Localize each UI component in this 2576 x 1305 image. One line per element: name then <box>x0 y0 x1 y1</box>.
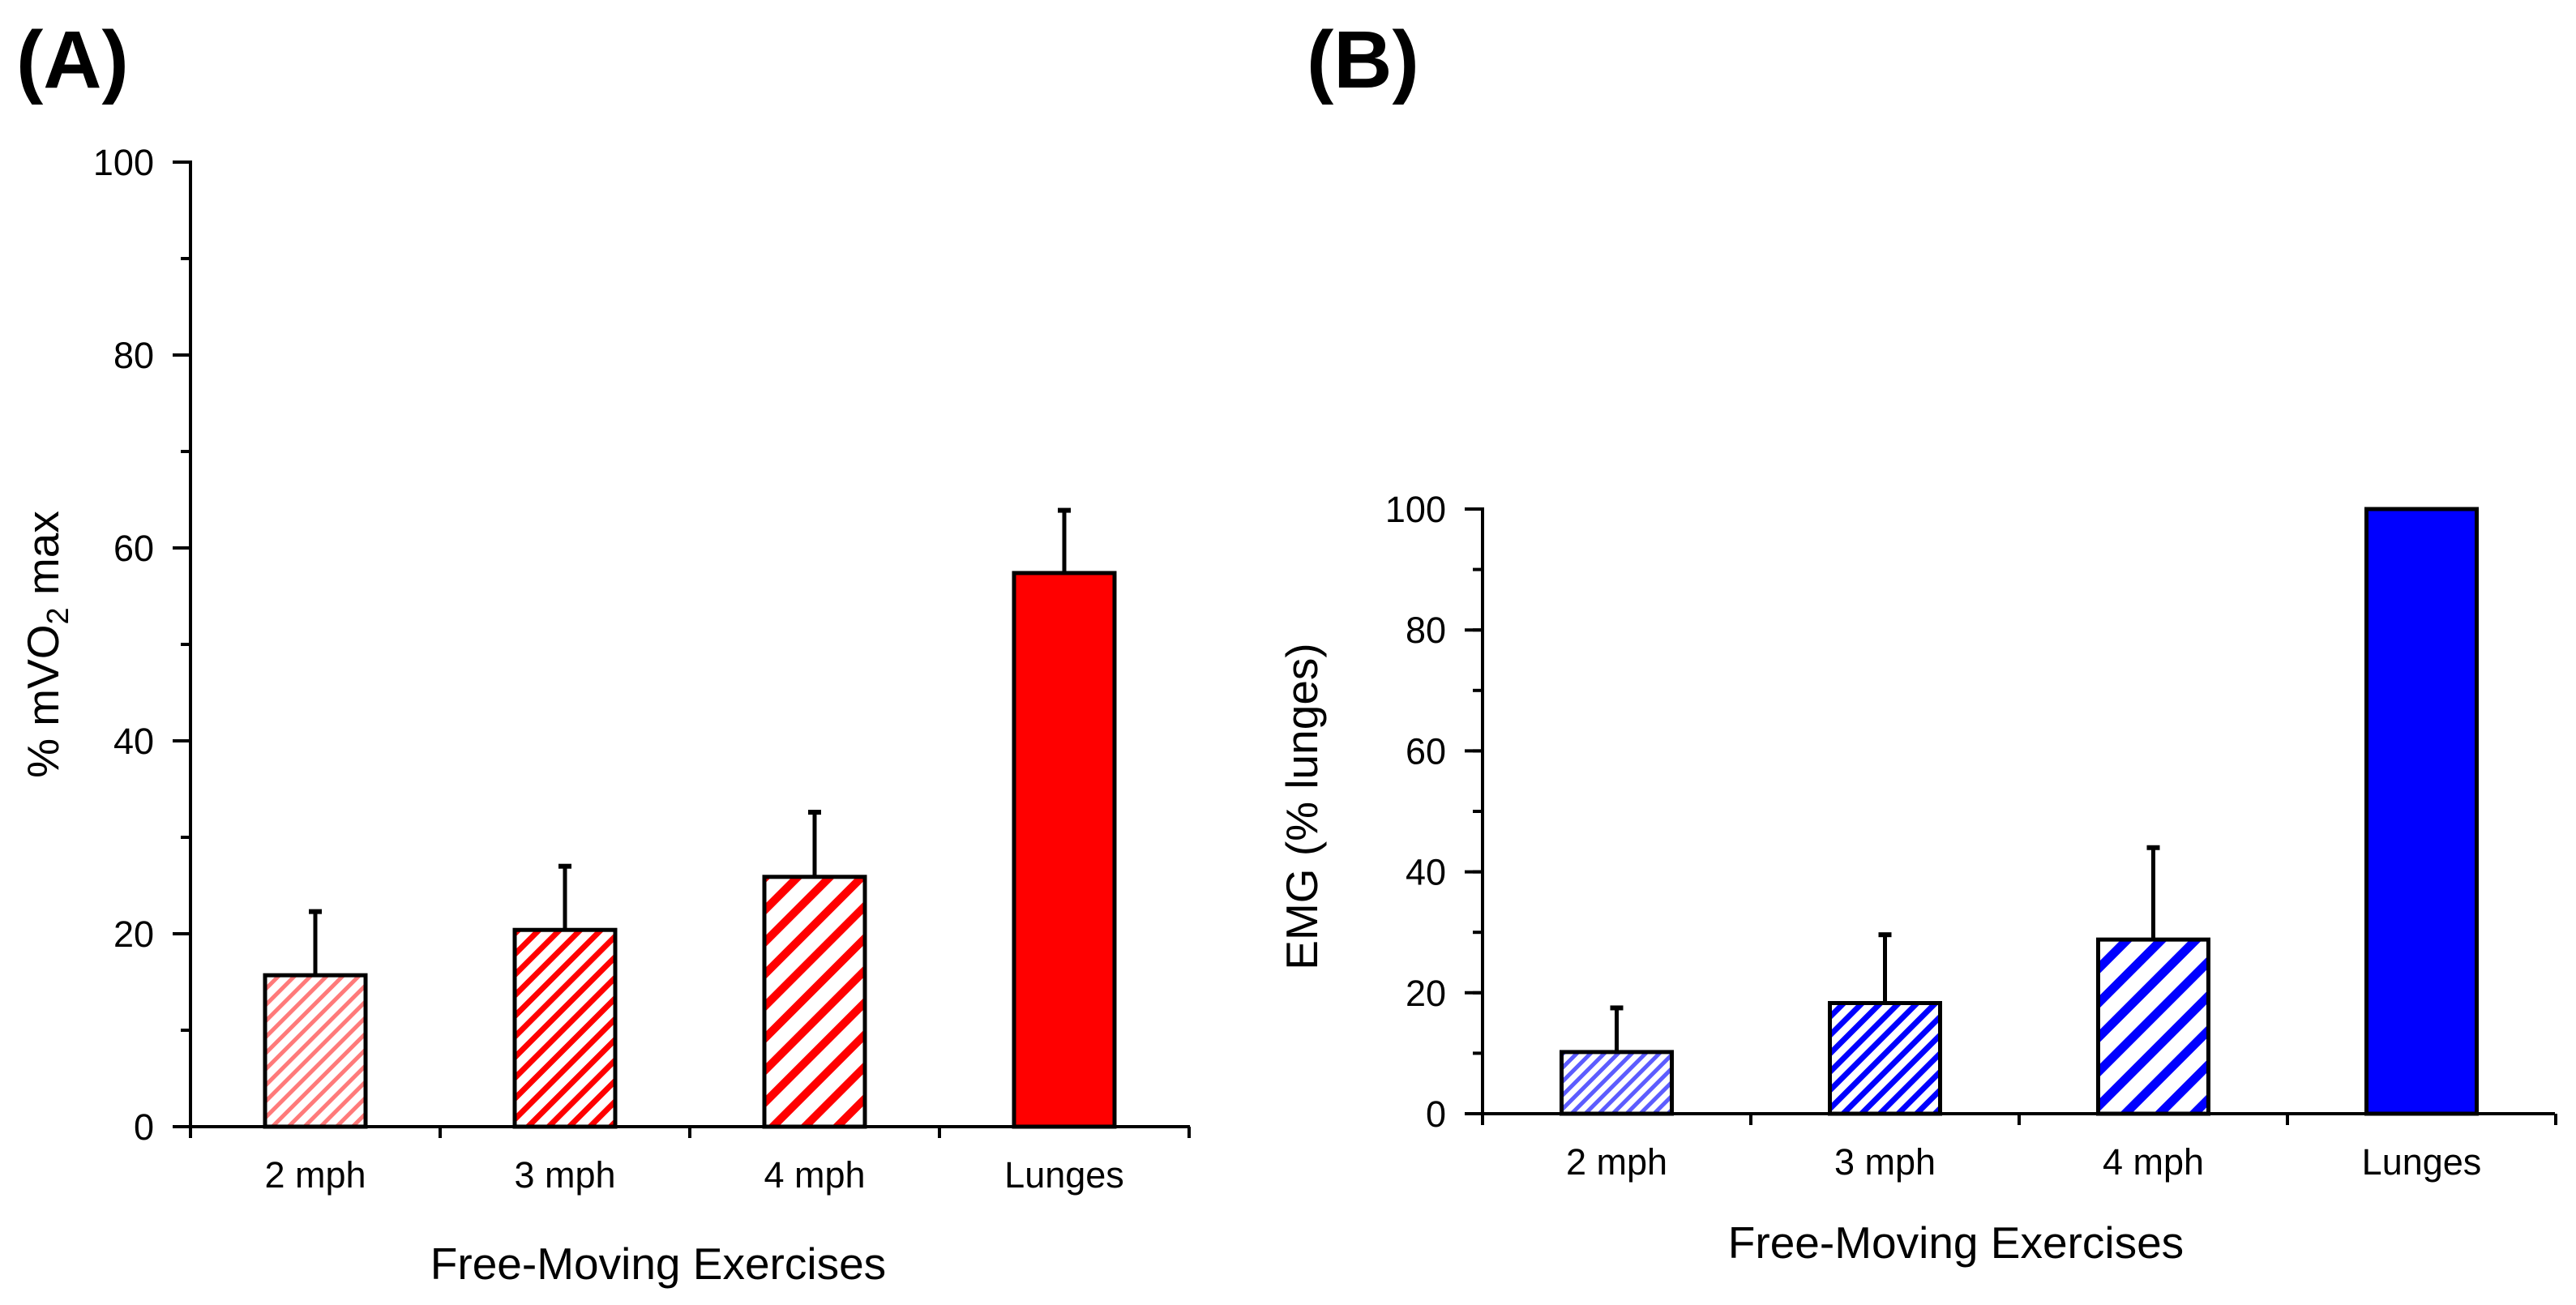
y-axis-title: EMG (% lunges) <box>1277 643 1327 969</box>
y-axis-title-main: % mVO <box>18 624 68 777</box>
x-tick-label: 3 mph <box>514 1154 615 1196</box>
chart-panel-b: (B) 0 20 40 60 80 100 2 mph 3 mph 4 mph Lunges F… <box>1277 15 2557 1268</box>
x-tick-label: 3 mph <box>1834 1141 1936 1183</box>
x-tick-label: Lunges <box>2362 1141 2482 1183</box>
y-tick-label: 80 <box>113 335 154 376</box>
panel-label: (A) <box>16 15 129 105</box>
y-tick-label: 20 <box>1406 973 1446 1014</box>
x-tick-label: Lunges <box>1004 1154 1124 1196</box>
bar <box>1828 1000 1942 1116</box>
x-tick-label: 2 mph <box>264 1154 366 1196</box>
bar <box>2096 937 2210 1116</box>
y-tick-label: 0 <box>1426 1093 1446 1135</box>
y-tick-label: 40 <box>113 721 154 762</box>
y-tick-label: 80 <box>1406 610 1446 651</box>
panel-label: (B) <box>1307 15 1419 105</box>
y-tick-label: 60 <box>113 528 154 569</box>
bar <box>512 927 618 1129</box>
y-ticks: 0 20 40 60 80 100 <box>93 142 190 1148</box>
y-axis-title-suffix: max <box>18 511 68 607</box>
x-axis-title: Free-Moving Exercises <box>1728 1217 2184 1268</box>
x-ticks: 2 mph 3 mph 4 mph Lunges <box>189 1127 1191 1196</box>
y-axis-title-main: EMG (% lunges) <box>1277 643 1327 969</box>
y-tick-label: 100 <box>93 142 154 183</box>
y-tick-label: 40 <box>1406 852 1446 893</box>
x-tick-label: 4 mph <box>764 1154 865 1196</box>
bar <box>2364 507 2479 1116</box>
bar <box>1012 571 1117 1129</box>
bar <box>1560 1050 1674 1116</box>
y-tick-label: 20 <box>113 914 154 955</box>
x-tick-label: 2 mph <box>1566 1141 1667 1183</box>
bars <box>1560 507 2479 1116</box>
y-tick-label: 0 <box>134 1106 154 1148</box>
x-axis-title: Free-Moving Exercises <box>430 1239 886 1289</box>
bars <box>263 507 1117 1129</box>
y-tick-label: 60 <box>1406 730 1446 772</box>
y-ticks: 0 20 40 60 80 100 <box>1385 489 1483 1135</box>
y-tick-label: 100 <box>1385 489 1446 530</box>
x-ticks: 2 mph 3 mph 4 mph Lunges <box>1481 1114 2557 1183</box>
bar <box>762 875 867 1129</box>
chart-panel-a: (A) 0 20 40 60 80 100 2 mph 3 mph 4 mph Lunges F… <box>16 15 1191 1289</box>
y-axis-title-subscript: 2 <box>41 607 75 624</box>
y-axis-title: % mVO2 max <box>18 511 75 778</box>
x-tick-label: 4 mph <box>2103 1141 2204 1183</box>
bar <box>263 973 368 1129</box>
